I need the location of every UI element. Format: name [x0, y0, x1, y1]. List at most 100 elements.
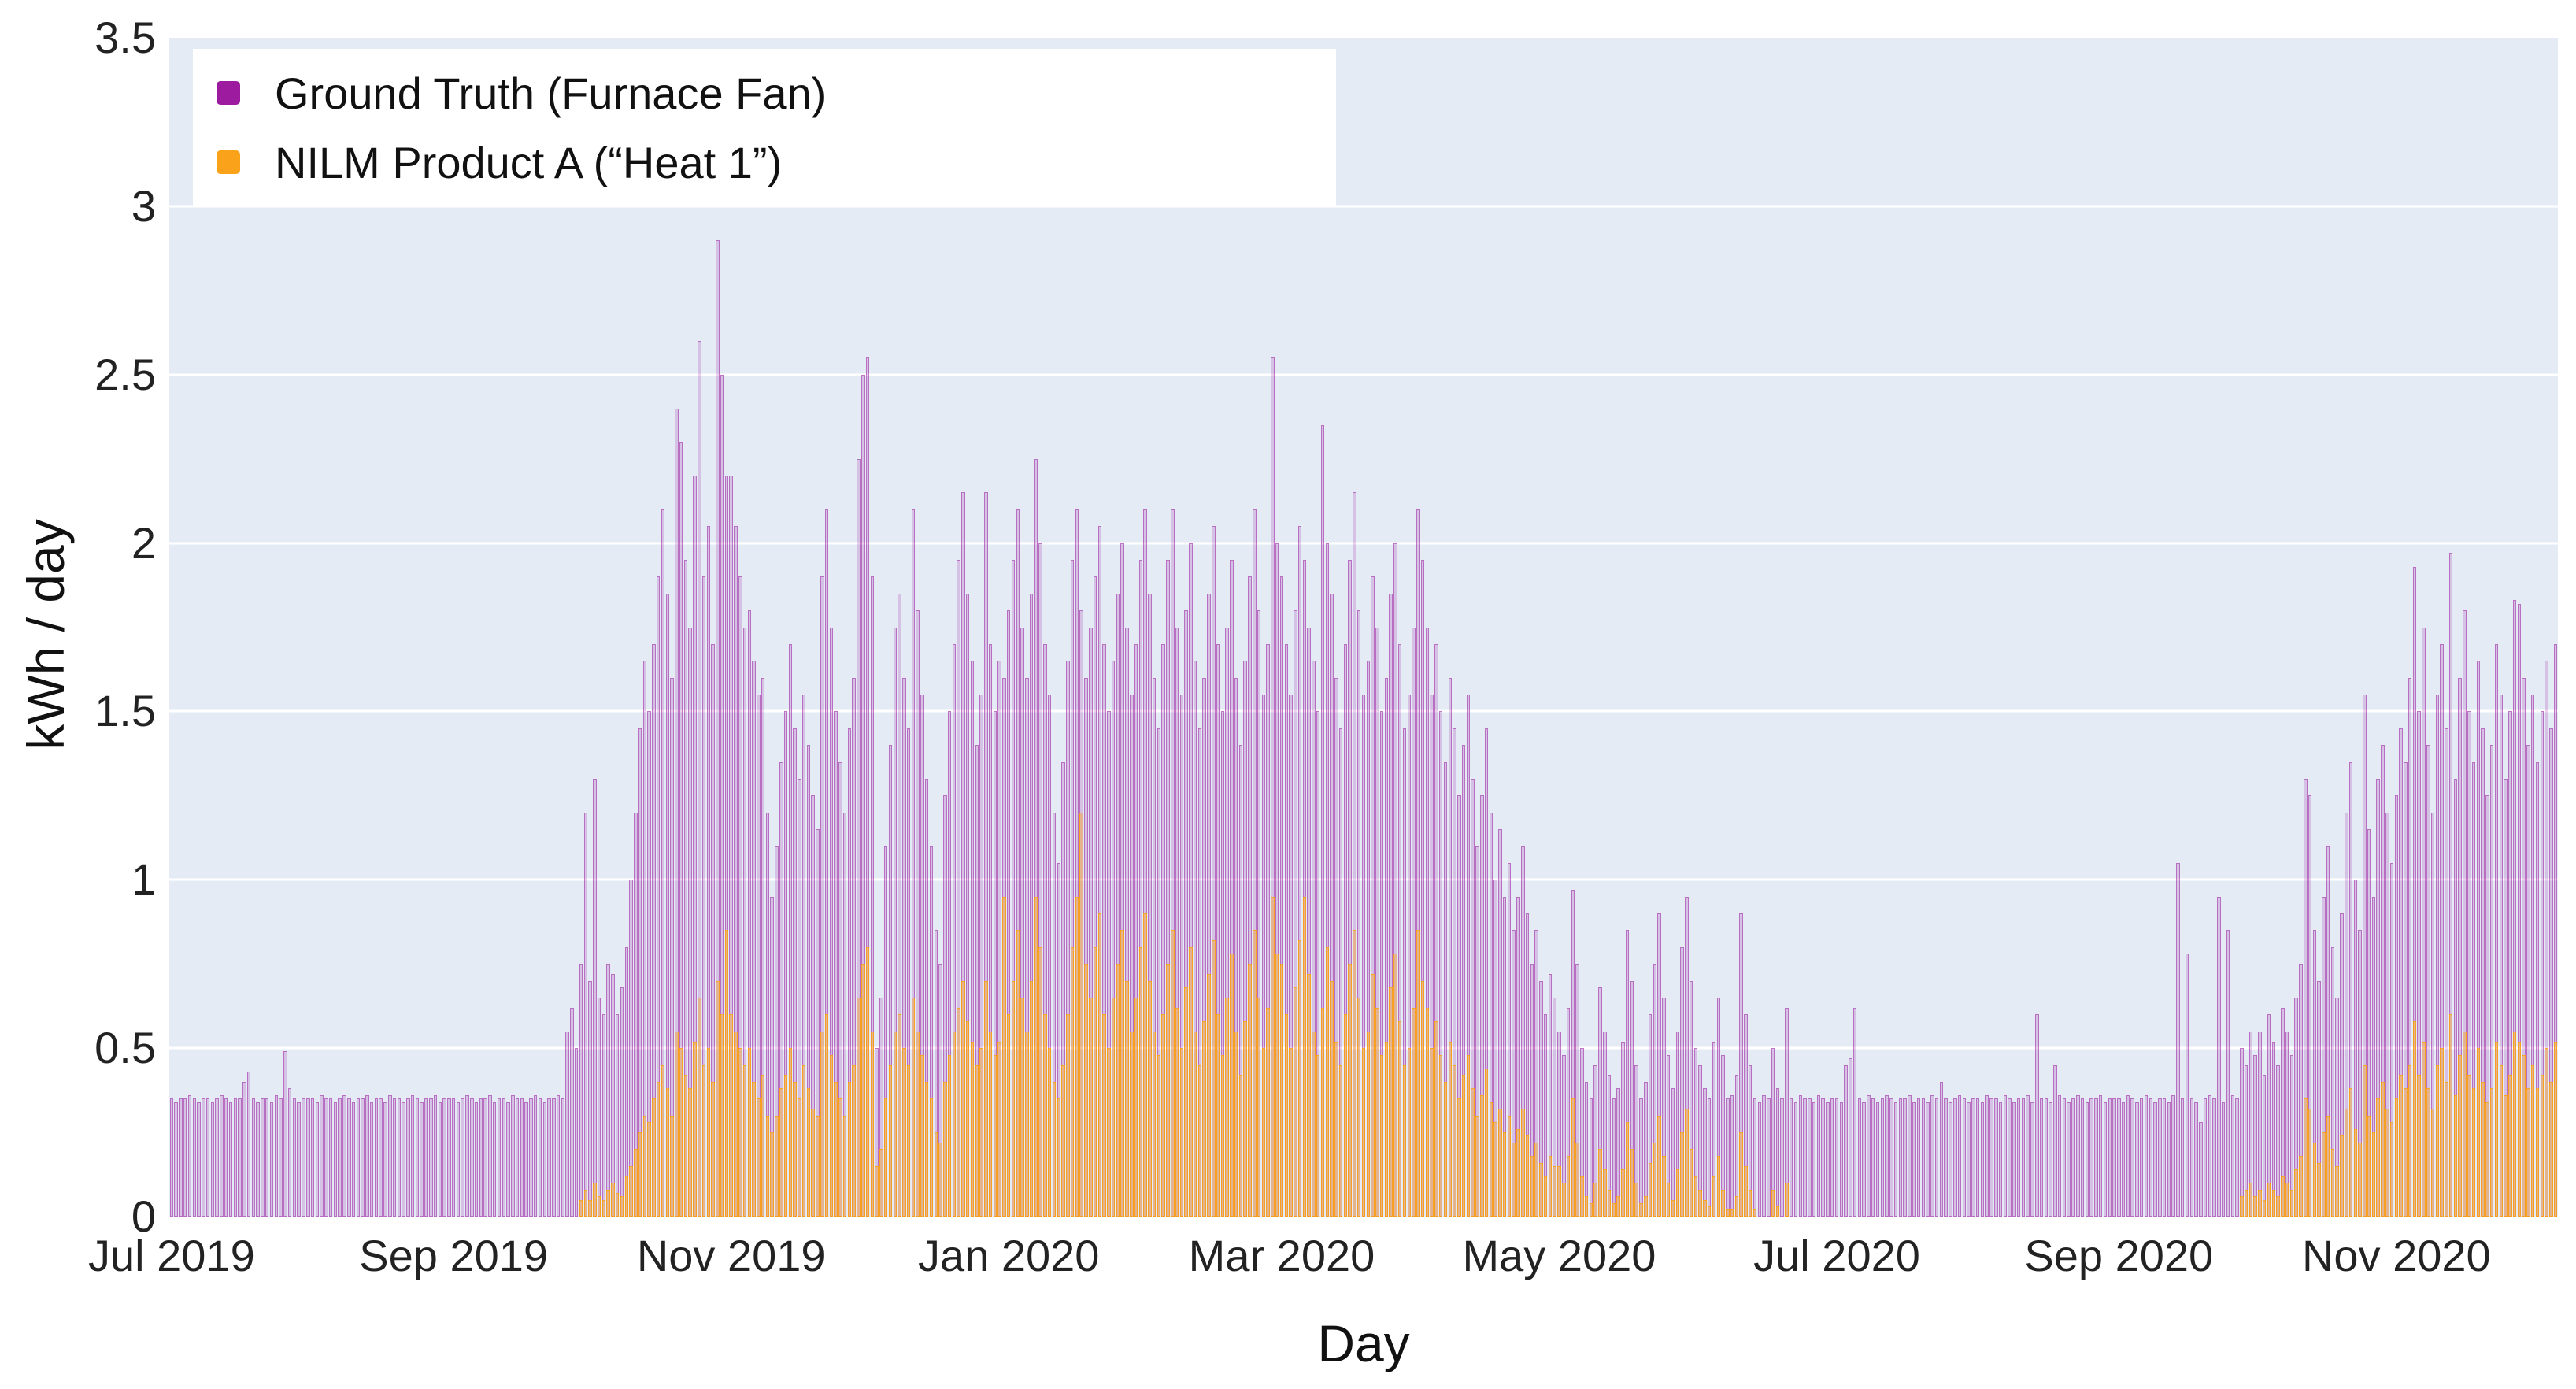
bar-nilm — [1612, 1202, 1616, 1217]
bar-ground-truth — [302, 1098, 305, 1217]
bar-nilm — [806, 1088, 811, 1217]
bar-ground-truth — [1885, 1095, 1889, 1217]
bar-nilm — [1653, 1142, 1657, 1217]
bar-ground-truth — [465, 1095, 469, 1217]
bar-ground-truth — [1834, 1098, 1839, 1217]
bar-nilm — [2312, 1142, 2317, 1217]
bar-nilm — [1102, 1014, 1106, 1217]
bar-nilm — [816, 1115, 820, 1217]
bar-nilm — [1589, 1202, 1593, 1217]
bar-ground-truth — [424, 1098, 428, 1217]
bar-nilm — [1289, 1048, 1293, 1217]
y-tick-label: 0.5 — [94, 1023, 156, 1073]
bar-ground-truth — [1926, 1102, 1930, 1217]
bar-ground-truth — [2221, 1102, 2226, 1217]
bar-ground-truth — [511, 1095, 515, 1217]
bar-ground-truth — [2185, 954, 2189, 1217]
bar-nilm — [1016, 930, 1020, 1217]
bar-ground-truth — [1767, 1098, 1771, 1217]
bar-nilm — [1748, 1189, 1752, 1217]
bar-nilm — [1471, 1088, 1475, 1217]
bar-nilm — [2381, 1081, 2385, 1217]
bar-ground-truth — [1880, 1098, 1885, 1217]
bar-nilm — [952, 1031, 957, 1217]
bar-nilm — [634, 1149, 638, 1217]
bar-ground-truth — [183, 1098, 187, 1217]
bar-ground-truth — [2021, 1098, 2026, 1217]
legend-item-nilm[interactable]: NILM Product A (“Heat 1”) — [217, 128, 1336, 197]
bar-nilm — [2545, 1048, 2548, 1217]
bar-ground-truth — [1826, 1102, 1830, 1217]
bar-nilm — [2494, 1041, 2499, 1217]
bar-nilm — [601, 1199, 606, 1217]
bar-nilm — [683, 1075, 688, 1217]
bar-ground-truth — [192, 1098, 197, 1217]
bar-nilm — [2367, 1115, 2371, 1217]
bar-nilm — [1002, 896, 1006, 1217]
x-tick-label: Sep 2019 — [359, 1231, 549, 1280]
bar-nilm — [1066, 1014, 1070, 1217]
bar-nilm — [1089, 998, 1093, 1217]
bar-ground-truth — [1889, 1098, 1893, 1217]
bar-nilm — [1338, 1065, 1343, 1217]
bar-nilm — [1107, 1048, 1111, 1217]
bar-ground-truth — [2126, 1095, 2130, 1217]
bar-nilm — [1512, 1142, 1516, 1217]
bar-ground-truth — [483, 1098, 487, 1217]
bar-nilm — [1011, 980, 1016, 1217]
bar-ground-truth — [2203, 1098, 2208, 1217]
bar-ground-truth — [246, 1072, 251, 1217]
bar-nilm — [1752, 1209, 1757, 1217]
bar-ground-truth — [1812, 1102, 1816, 1217]
bar-nilm — [1212, 940, 1216, 1217]
bar-nilm — [593, 1183, 597, 1217]
bar-nilm — [1584, 1196, 1589, 1217]
bar-nilm — [1621, 1169, 1625, 1217]
bar-nilm — [888, 1065, 893, 1217]
x-tick-label: Nov 2019 — [636, 1231, 826, 1280]
bar-nilm — [1029, 980, 1034, 1217]
bar-nilm — [2412, 1020, 2417, 1217]
bar-nilm — [1712, 1176, 1716, 1217]
bar-nilm — [1307, 974, 1311, 1217]
bar-ground-truth — [420, 1102, 424, 1217]
bar-ground-truth — [1793, 1102, 1798, 1217]
legend-item-ground-truth[interactable]: Ground Truth (Furnace Fan) — [217, 58, 1336, 128]
bar-nilm — [1593, 1183, 1597, 1217]
bar-nilm — [1157, 1054, 1161, 1217]
bar-nilm — [638, 1132, 642, 1217]
bar-nilm — [906, 1065, 911, 1217]
bar-ground-truth — [2062, 1098, 2067, 1217]
bar-nilm — [1493, 1122, 1497, 1217]
bar-ground-truth — [1867, 1095, 1871, 1217]
bar-ground-truth — [2044, 1098, 2049, 1217]
bar-ground-truth — [297, 1102, 301, 1217]
bar-nilm — [2453, 1095, 2458, 1217]
bar-ground-truth — [515, 1098, 520, 1217]
bar-ground-truth — [1839, 1102, 1844, 1217]
bar-nilm — [606, 1189, 610, 1217]
bar-nilm — [1243, 1020, 1247, 1217]
bar-ground-truth — [179, 1098, 183, 1217]
bar-nilm — [2440, 1048, 2444, 1217]
bar-ground-truth — [202, 1098, 205, 1217]
bar-nilm — [1034, 896, 1038, 1217]
bar-nilm — [1152, 1031, 1157, 1217]
y-tick-label: 1 — [131, 854, 156, 905]
bar-ground-truth — [228, 1102, 233, 1217]
bar-nilm — [1116, 964, 1120, 1217]
plot-area[interactable] — [169, 38, 2558, 1217]
bar-nilm — [883, 1098, 888, 1217]
bar-nilm — [1726, 1209, 1730, 1217]
bar-ground-truth — [2085, 1102, 2089, 1217]
bar-nilm — [1634, 1183, 1638, 1217]
bar-nilm — [861, 964, 865, 1217]
bar-nilm — [1644, 1196, 1648, 1217]
bar-nilm — [1680, 1132, 1684, 1217]
bar-nilm — [1407, 1048, 1412, 1217]
bar-ground-truth — [1967, 1102, 1971, 1217]
bar-ground-truth — [215, 1098, 219, 1217]
bar-nilm — [1525, 1135, 1530, 1217]
bar-nilm — [824, 1014, 829, 1217]
